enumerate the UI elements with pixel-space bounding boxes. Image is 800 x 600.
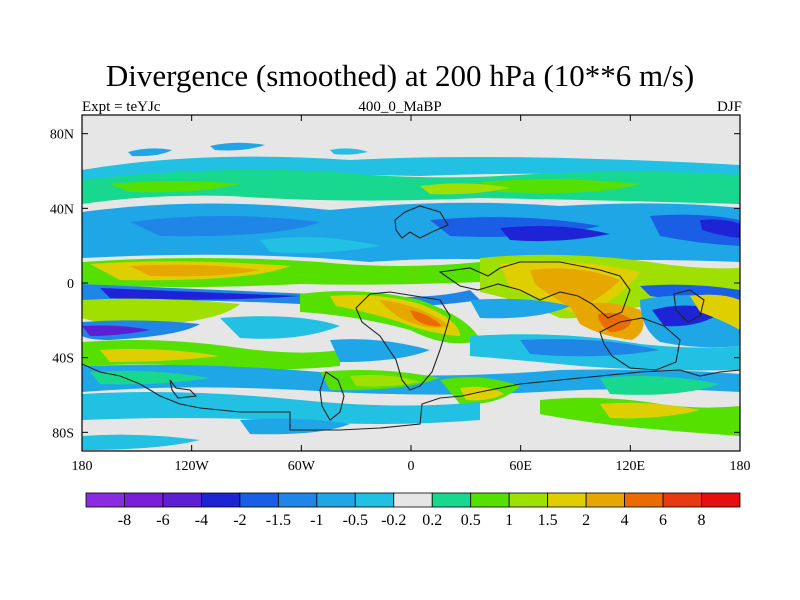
colorbar-swatch [470, 492, 510, 508]
contour-band [480, 179, 640, 193]
colorbar-label: 4 [621, 512, 629, 529]
contour-band [100, 288, 300, 300]
colorbar-swatch [701, 492, 741, 508]
contour-band [330, 148, 368, 155]
colorbar-swatch [162, 492, 202, 508]
colorbar-swatch [354, 492, 395, 508]
colorbar-swatch [316, 492, 356, 508]
colorbar-label: -6 [156, 512, 169, 529]
period-label: 400_0_MaBP [358, 99, 442, 115]
contour-band [460, 386, 504, 401]
colorbar-label: 0.2 [422, 512, 442, 529]
contour-band [470, 298, 570, 319]
x-tick-label: 0 [408, 459, 415, 474]
contour-band [82, 392, 480, 424]
contour-band [260, 237, 380, 254]
contour-band [82, 325, 150, 336]
colorbar-label: 1 [505, 512, 513, 529]
x-tick-label: 60W [288, 459, 316, 474]
colorbar-label: -1.5 [266, 512, 291, 529]
chart-title: Divergence (smoothed) at 200 hPa (10**6 … [105, 58, 695, 93]
contour-band [600, 402, 700, 419]
contour-band [330, 339, 430, 362]
coastline-asia [438, 261, 631, 319]
contour-band [130, 216, 320, 237]
colorbar-swatch [431, 492, 472, 508]
colorbar-swatch [201, 492, 241, 508]
colorbar-swatch [85, 492, 125, 508]
contour-band [410, 310, 442, 327]
y-tick-label: 40S [52, 352, 74, 367]
colorbar-label: -0.5 [343, 512, 368, 529]
colorbar-label: -2 [233, 512, 246, 529]
colorbar-swatch [662, 492, 702, 508]
colorbar-label: -4 [195, 512, 208, 529]
colorbar-label: -1 [310, 512, 323, 529]
colorbar-swatch [624, 492, 664, 508]
x-tick-label: 180 [730, 459, 751, 474]
colorbar: -8 -6 -4 -2 -1.5 -1 -0.5 -0.2 0.2 0.5 1 1.5 2 4 6 8 [85, 492, 741, 529]
contour-band [690, 294, 740, 330]
x-tick-label: 180 [72, 459, 93, 474]
x-tick-label: 120E [616, 459, 646, 474]
contour-band [130, 264, 260, 277]
contour-band [598, 312, 632, 332]
y-tick-label: 80N [50, 128, 74, 143]
coastlines [82, 205, 740, 431]
x-tick-label: 60E [509, 459, 532, 474]
contour-band [90, 370, 210, 385]
x-axis: 180 120W 60W 0 60E 120E 180 [72, 115, 751, 474]
contour-band [600, 376, 720, 395]
colorbar-swatch [239, 492, 279, 508]
colorbar-swatch [585, 492, 625, 508]
colorbar-label: 8 [698, 512, 706, 529]
y-axis: 80N 40N 0 40S 80S [50, 128, 740, 441]
contour-band [82, 434, 200, 450]
contour-band [210, 142, 265, 151]
colorbar-label: 1.5 [538, 512, 558, 529]
coastline-australia [599, 317, 681, 371]
contour-band [350, 374, 420, 387]
coastline-south-america [319, 371, 345, 421]
contour-band [128, 148, 172, 157]
experiment-label: Expt = teYJc [82, 99, 161, 115]
contour-band [420, 183, 510, 195]
coastline-island [673, 289, 705, 323]
colorbar-label: 6 [659, 512, 667, 529]
colorbar-swatch [277, 492, 318, 508]
contour-band [500, 226, 610, 242]
contour-band [530, 268, 620, 310]
colorbar-label: -0.2 [381, 512, 406, 529]
colorbar-swatch [124, 492, 164, 508]
coastline-africa [355, 291, 451, 391]
colorbar-swatch [547, 492, 587, 508]
coastline-island [169, 379, 198, 399]
contour-band [520, 339, 660, 357]
colorbar-label: 2 [582, 512, 590, 529]
contour-band [82, 169, 740, 204]
colorbar-swatch [508, 492, 549, 508]
y-tick-label: 0 [67, 277, 74, 292]
contour-band [82, 298, 240, 326]
contour-band [110, 181, 240, 193]
y-tick-label: 40N [50, 202, 74, 217]
coastline-europe [394, 205, 449, 239]
contour-band [220, 316, 340, 339]
contour-band [700, 219, 740, 238]
contour-fill [82, 142, 740, 450]
x-tick-label: 120W [175, 459, 210, 474]
coastline-antarctica [82, 363, 740, 431]
season-label: DJF [716, 99, 742, 115]
colorbar-label: -8 [118, 512, 131, 529]
contour-band [100, 348, 220, 362]
colorbar-label: 0.5 [461, 512, 481, 529]
y-tick-label: 80S [52, 426, 74, 441]
colorbar-swatch [393, 492, 433, 508]
